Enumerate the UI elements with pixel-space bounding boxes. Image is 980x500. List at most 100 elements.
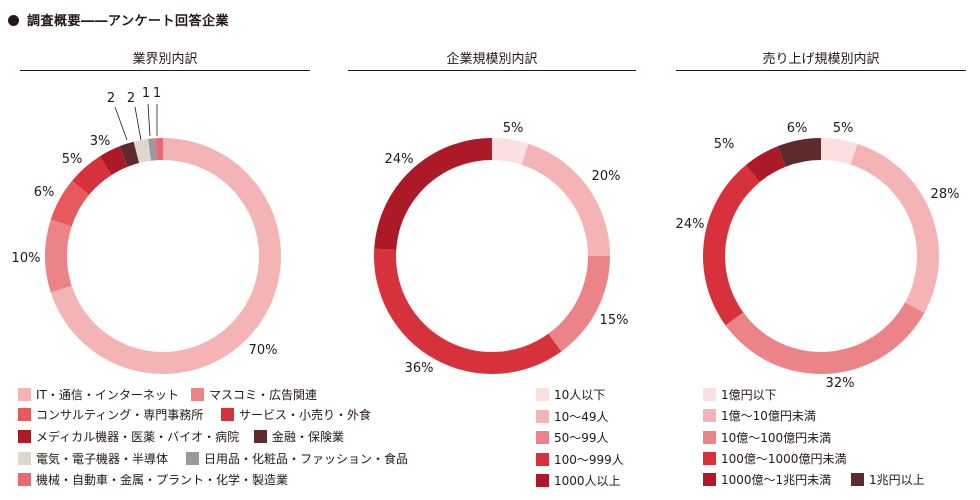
legend-company-size-2: 50～99人 (536, 430, 609, 446)
slice-revenue-5 (777, 138, 821, 167)
chart-title-company-size: 企業規模別内訳 (446, 52, 538, 67)
slice-company-size-3 (374, 248, 562, 374)
legend-industry-2: コンサルティング・専門事務所 (18, 407, 203, 423)
data-label-industry-4: 3% (90, 134, 111, 149)
data-label-revenue-1: 28% (931, 187, 960, 202)
legend-industry-2-swatch (18, 408, 31, 421)
page-title-text: 調査概要――アンケート回答企業 (27, 14, 229, 29)
legend-industry-3-swatch (221, 408, 234, 421)
legend-industry-3-label: サービス・小売り・外食 (239, 408, 372, 422)
legend-industry-3: サービス・小売り・外食 (221, 407, 371, 423)
data-label-revenue-0: 5% (833, 121, 854, 136)
legend-industry-6-swatch (18, 452, 31, 465)
chart-title-rule-revenue (676, 70, 966, 71)
legend-industry-8: 機械・自動車・金属・プラント・化学・製造業 (18, 472, 288, 488)
leader-line-industry-6 (134, 106, 142, 141)
legend-revenue-1-swatch (703, 409, 716, 422)
slice-industry-8 (155, 138, 163, 161)
data-label-industry-3: 5% (62, 152, 83, 167)
bullet-icon (8, 15, 19, 26)
legend-industry-0: IT・通信・インターネット (18, 387, 179, 403)
legend-industry-6: 電気・電子機器・半導体 (18, 451, 168, 467)
slice-revenue-2 (725, 302, 925, 374)
legend-revenue-3-swatch (703, 452, 716, 465)
leader-line-industry-5 (114, 106, 128, 141)
chart-title-rule-company-size (348, 70, 636, 71)
slice-company-size-0 (492, 138, 529, 165)
slice-industry-4 (99, 146, 128, 175)
legend-industry-8-label: 機械・自動車・金属・プラント・化学・製造業 (36, 473, 289, 487)
legend-company-size-2-label: 50～99人 (554, 431, 609, 445)
legend-industry-7: 日用品・化粧品・ファッション・食品 (186, 451, 408, 467)
legend-industry-5: 金融・保険業 (254, 429, 344, 445)
data-label-industry-8: 1 (153, 86, 161, 101)
slice-company-size-2 (548, 256, 610, 352)
legend-revenue-4: 1000億～1兆円未満 (703, 472, 831, 488)
legend-revenue-5: 1兆円以上 (851, 472, 925, 488)
slice-industry-6 (133, 138, 151, 164)
legend-revenue-2-swatch (703, 431, 716, 444)
slice-revenue-3 (703, 165, 760, 326)
page-title: 調査概要――アンケート回答企業 (8, 10, 229, 29)
legend-company-size-0-label: 10人以下 (554, 388, 606, 402)
legend-revenue-0-label: 1億円以下 (721, 388, 777, 402)
legend-company-size-3-swatch (536, 452, 549, 466)
slice-industry-1 (44, 219, 72, 293)
legend-company-size-1: 10～49人 (536, 409, 609, 425)
legend-industry-8-swatch (18, 473, 31, 486)
legend-industry-7-swatch (186, 452, 199, 465)
data-label-revenue-4: 5% (714, 137, 735, 152)
legend-revenue-0: 1億円以下 (703, 387, 777, 403)
legend-revenue-2-label: 10億～100億円未満 (721, 431, 832, 445)
legend-industry-6-label: 電気・電子機器・半導体 (36, 452, 169, 466)
chart-title-industry: 業界別内訳 (132, 52, 198, 67)
legend-revenue-0-swatch (703, 388, 716, 401)
chart-title-rule-industry (20, 70, 310, 71)
data-label-industry-1: 10% (12, 251, 41, 266)
legend-industry-4-label: メディカル機器・医薬・バイオ・病院 (36, 430, 240, 444)
slice-revenue-1 (850, 143, 939, 313)
data-label-revenue-5: 6% (787, 121, 808, 136)
legend-revenue-3-label: 100億～1000億円未満 (721, 452, 847, 466)
legend-industry-5-swatch (254, 430, 267, 443)
legend-revenue-4-swatch (703, 473, 716, 486)
legend-company-size-4-label: 1000人以上 (554, 474, 621, 488)
legend-industry-1-label: マスコミ・広告関連 (209, 388, 318, 402)
legend-industry-2-label: コンサルティング・専門事務所 (36, 408, 204, 422)
data-label-company-size-2: 15% (600, 313, 629, 328)
data-label-company-size-1: 20% (592, 169, 621, 184)
slice-industry-5 (119, 141, 140, 167)
slice-industry-7 (148, 138, 157, 161)
legend-revenue-5-swatch (851, 473, 864, 486)
legend-company-size-0-swatch (536, 388, 549, 401)
legend-company-size-0: 10人以下 (536, 387, 605, 403)
legend-revenue-2: 10億～100億円未満 (703, 430, 831, 446)
legend-company-size-4: 1000人以上 (536, 473, 621, 489)
legend-revenue-1-label: 1億～10億円未満 (721, 409, 816, 423)
legend-company-size-1-swatch (536, 409, 549, 423)
data-label-industry-0: 70% (249, 343, 278, 358)
legend-industry-0-label: IT・通信・インターネット (36, 388, 179, 402)
slice-industry-3 (72, 156, 112, 195)
legend-revenue-1: 1億～10億円未満 (703, 408, 816, 424)
leader-line-industry-7 (147, 103, 151, 137)
data-label-industry-6: 2 (127, 91, 135, 106)
legend-company-size-3: 100～999人 (536, 452, 624, 468)
legend-industry-1: マスコミ・広告関連 (191, 387, 317, 403)
slice-company-size-4 (374, 138, 492, 250)
slice-company-size-1 (521, 143, 610, 256)
data-label-revenue-3: 24% (676, 217, 705, 232)
slice-revenue-4 (745, 146, 786, 183)
legend-revenue-3: 100億～1000億円未満 (703, 451, 846, 467)
legend-company-size-4-swatch (536, 474, 549, 487)
data-label-industry-7: 1 (142, 86, 150, 101)
legend-industry-1-swatch (191, 388, 204, 401)
slice-revenue-0 (821, 138, 858, 165)
data-label-company-size-3: 36% (405, 361, 434, 376)
legend-industry-5-label: 金融・保険業 (272, 430, 345, 444)
legend-industry-4: メディカル機器・医薬・バイオ・病院 (18, 429, 239, 445)
data-label-company-size-0: 5% (503, 121, 524, 136)
legend-industry-7-label: 日用品・化粧品・ファッション・食品 (204, 452, 409, 466)
legend-revenue-4-label: 1000億～1兆円未満 (721, 473, 832, 487)
